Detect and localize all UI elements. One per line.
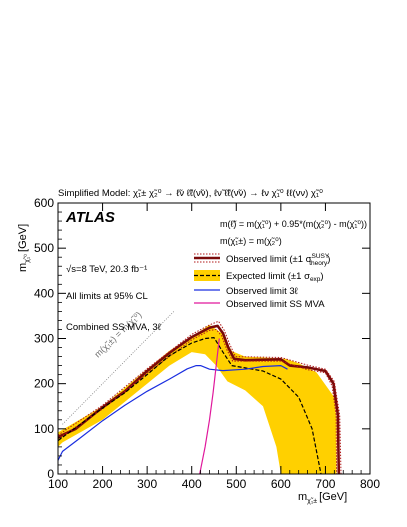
svg-text:Observed limit 3ℓ: Observed limit 3ℓ [226, 286, 299, 297]
series-line-obs3l [57, 365, 288, 461]
svg-text:Observed limit SS MVA: Observed limit SS MVA [226, 299, 325, 310]
x-tick-label-400: 400 [182, 477, 202, 491]
series-line-observed [57, 324, 341, 475]
y-tick-label-300: 300 [34, 332, 54, 346]
series-line-expected [57, 337, 322, 475]
svg-text:Expected limit (±1 σexp): Expected limit (±1 σexp) [226, 271, 324, 283]
diagonal-label: m(χ̃₁±) = m(χ̃₁⁰) [92, 310, 143, 360]
series-line-theory_up [57, 320, 342, 475]
x-tick-label-800: 800 [360, 477, 380, 491]
legend-entry-obs3l: Observed limit 3ℓ [194, 286, 299, 297]
x-tick-label-200: 200 [93, 477, 113, 491]
x-tick-label-300: 300 [137, 477, 157, 491]
legend: Observed limit (±1 σSUSY theory) Expected… [194, 253, 330, 310]
series-line-theory_dn [57, 329, 338, 475]
y-tick-label-100: 100 [34, 422, 54, 436]
x-tick-label-700: 700 [315, 477, 335, 491]
x-tick-label-500: 500 [226, 477, 246, 491]
legend-entry-expected: Expected limit (±1 σexp) [194, 270, 324, 283]
y-tick-label-0: 0 [47, 467, 54, 481]
x-axis-title: mχ̃₁± [GeV] [298, 491, 347, 505]
legend-entry-obsss: Observed limit SS MVA [194, 299, 325, 310]
model-header: Simplified Model: χ̃₁± χ̃₂⁰ → ℓ̃ν ℓ̃ℓ(ν̃… [58, 188, 323, 199]
cl-label: All limits at 95% CL [66, 291, 148, 302]
y-tick-label-600: 600 [34, 196, 54, 210]
series-line-obsss [199, 338, 220, 475]
y-tick-label-200: 200 [34, 377, 54, 391]
y-tick-label-500: 500 [34, 241, 54, 255]
x-tick-label-100: 100 [48, 477, 68, 491]
series-layer [57, 320, 342, 475]
mass-relation-1: m(ℓ̃) = m(χ̃₁⁰) + 0.95*(m(χ̃₂⁰) - m(χ̃₁⁰… [220, 219, 367, 229]
legend-entry-observed: Observed limit (±1 σSUSY theory) [194, 253, 330, 267]
y-tick-label-400: 400 [34, 286, 54, 300]
band-layer [58, 311, 337, 474]
combined-label: Combined SS MVA, 3ℓ [66, 322, 162, 333]
mass-relation-2: m(χ̃₁±) = m(χ̃₂⁰) [220, 236, 282, 246]
atlas-label: ATLAS [65, 209, 115, 226]
x-tick-label-600: 600 [271, 477, 291, 491]
y-axis-title: mχ̃₁⁰[GeV] [17, 224, 31, 272]
energy-label: √s=8 TeV, 20.3 fb⁻¹ [66, 264, 147, 275]
expected-band [58, 324, 337, 474]
axis-ticks: 100 200 300 400 500 600 700 8000100200300400500… [34, 196, 380, 491]
